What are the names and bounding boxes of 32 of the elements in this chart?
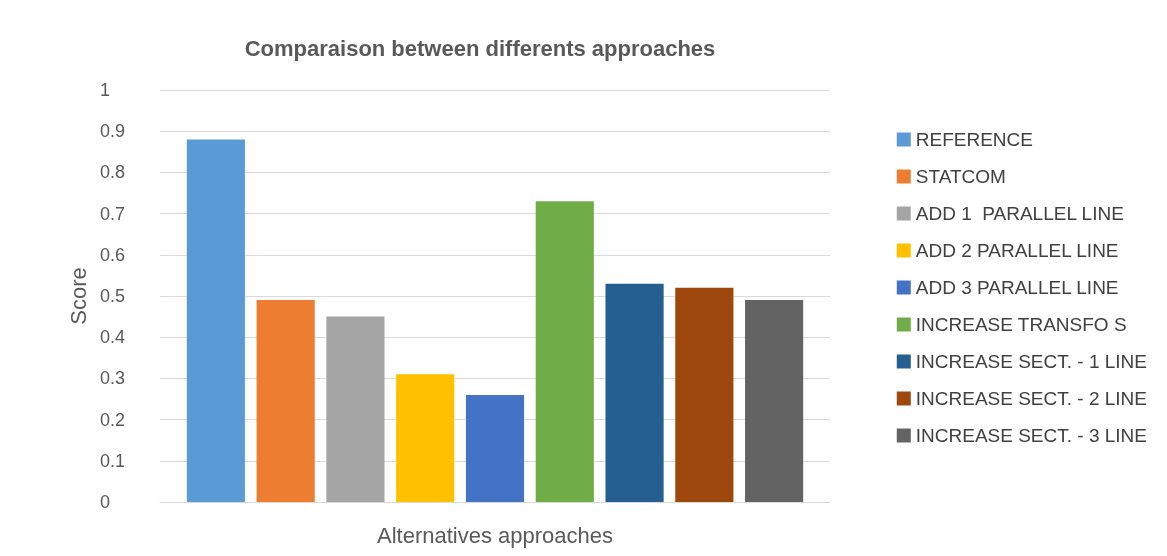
legend-label: INCREASE SECT. - 3 LINE xyxy=(915,425,1148,446)
x-axis-title: Alternatives approaches xyxy=(376,522,614,548)
y-tick-label: 0.4 xyxy=(100,327,126,348)
bar xyxy=(186,139,245,502)
y-tick-label: 0.6 xyxy=(100,244,126,265)
y-tick-label: 0.2 xyxy=(100,409,126,430)
y-tick-label: 0.9 xyxy=(100,121,126,142)
y-tick-label: 0.7 xyxy=(100,203,126,224)
legend-label: REFERENCE xyxy=(915,129,1033,150)
legend-label: INCREASE SECT. - 1 LINE xyxy=(915,351,1148,372)
y-axis-title: Score xyxy=(65,267,91,325)
legend-label: INCREASE SECT. - 2 LINE xyxy=(915,388,1148,409)
y-tick-label: 0 xyxy=(100,492,111,512)
y-tick-label: 0.1 xyxy=(100,450,126,471)
bar xyxy=(605,283,664,502)
bar xyxy=(465,394,525,502)
bar xyxy=(535,201,594,502)
bar xyxy=(326,316,385,502)
bar xyxy=(396,374,455,502)
legend-label: ADD 2 PARALLEL LINE xyxy=(915,240,1119,261)
y-tick-label: 0.5 xyxy=(100,286,126,306)
y-tick-label: 0.3 xyxy=(100,368,126,389)
legend-label: ADD 1 PARALLEL LINE xyxy=(915,203,1124,224)
legend-label: INCREASE TRANSFO S xyxy=(915,314,1127,335)
bar xyxy=(256,300,315,502)
y-tick-label: 0.8 xyxy=(100,162,126,183)
bar xyxy=(675,287,734,502)
legend-label: ADD 3 PARALLEL LINE xyxy=(915,277,1119,298)
bar xyxy=(745,300,804,502)
legend-label: STATCOM xyxy=(915,166,1006,187)
chart-title: Comparaison between differents approaches xyxy=(244,35,716,61)
y-tick-label: 1 xyxy=(100,80,111,100)
